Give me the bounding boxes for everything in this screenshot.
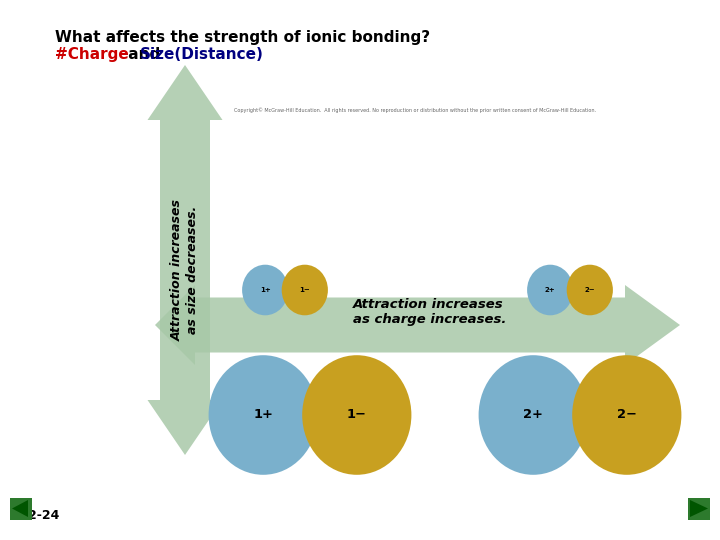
FancyBboxPatch shape — [10, 498, 32, 520]
Text: Attraction increases
as size decreases.: Attraction increases as size decreases. — [171, 199, 199, 341]
Ellipse shape — [282, 265, 328, 315]
Text: 2+: 2+ — [545, 287, 556, 293]
Ellipse shape — [527, 265, 573, 315]
Ellipse shape — [209, 355, 318, 475]
Ellipse shape — [242, 265, 288, 315]
FancyBboxPatch shape — [688, 498, 710, 520]
Text: Attraction increases
as charge increases.: Attraction increases as charge increases… — [354, 298, 507, 326]
Polygon shape — [690, 500, 708, 517]
Ellipse shape — [479, 355, 588, 475]
Ellipse shape — [567, 265, 613, 315]
Text: What affects the strength of ionic bonding?: What affects the strength of ionic bondi… — [55, 30, 430, 45]
Text: 2+: 2+ — [523, 408, 543, 422]
Text: 1−: 1− — [300, 287, 310, 293]
Text: 1+: 1+ — [253, 408, 273, 422]
Text: 2−: 2− — [617, 408, 636, 422]
Text: 1−: 1− — [347, 408, 366, 422]
Text: 2-24: 2-24 — [28, 509, 59, 522]
Text: #Charge: #Charge — [55, 47, 129, 62]
Text: 2−: 2− — [585, 287, 595, 293]
Text: Copyright© McGraw-Hill Education.  All rights reserved. No reproduction or distr: Copyright© McGraw-Hill Education. All ri… — [234, 107, 596, 113]
Ellipse shape — [572, 355, 681, 475]
Text: Size(Distance): Size(Distance) — [140, 47, 264, 62]
Polygon shape — [148, 65, 222, 455]
Text: and: and — [123, 47, 166, 62]
Ellipse shape — [302, 355, 411, 475]
Text: 1+: 1+ — [260, 287, 271, 293]
Polygon shape — [155, 285, 680, 365]
Polygon shape — [12, 500, 28, 517]
